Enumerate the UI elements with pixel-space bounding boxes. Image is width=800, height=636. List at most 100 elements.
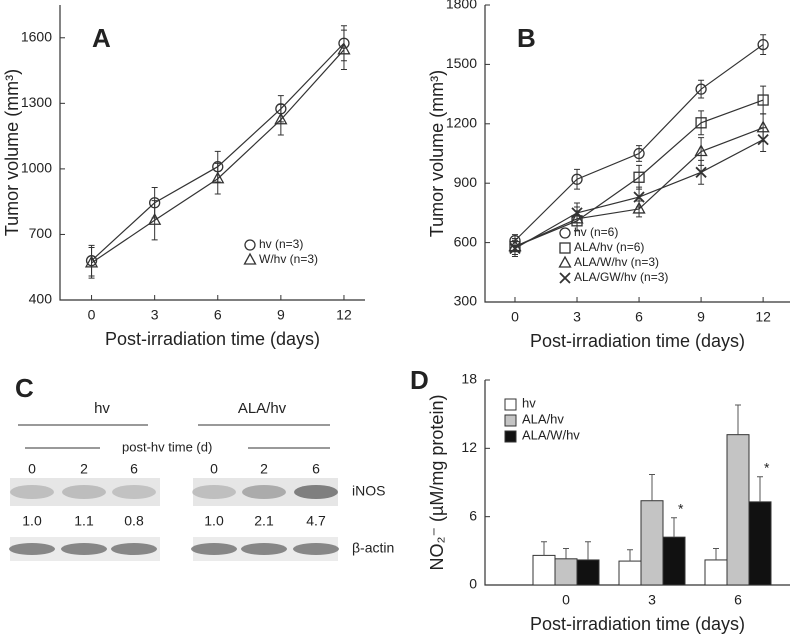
- y-tick-label: 900: [454, 174, 478, 190]
- legend-swatch: [504, 398, 517, 411]
- bar: [704, 559, 728, 586]
- group-label: hv: [94, 400, 110, 417]
- legend-label: ALA/hv (n=6): [574, 240, 644, 254]
- x-tick-label: 0: [88, 307, 96, 323]
- y-tick-label: 300: [454, 293, 478, 309]
- legend-marker: [558, 255, 572, 268]
- x-tick-label: 6: [635, 309, 643, 325]
- bar: [554, 558, 578, 586]
- legend-swatch: [504, 430, 517, 443]
- band-ratio: 0.8: [124, 513, 144, 529]
- x-tick-label: 3: [151, 307, 159, 323]
- marker: [148, 212, 162, 225]
- panel-label: A: [92, 23, 111, 53]
- bar: [662, 536, 686, 586]
- marker: [632, 201, 646, 214]
- inos-band: [10, 485, 54, 499]
- legend-marker: [559, 227, 571, 239]
- error-bar: [735, 404, 741, 435]
- legend-label: ALA/W/hv: [522, 427, 580, 442]
- x-tick-label: 0: [562, 592, 570, 608]
- marker: [633, 191, 645, 203]
- lane-label: 0: [28, 461, 36, 477]
- y-axis-label: Tumor volume (mm³): [2, 69, 22, 236]
- y-tick-label: 1000: [21, 160, 52, 176]
- marker: [84, 255, 99, 268]
- lane-label: 2: [80, 461, 88, 477]
- bar: [726, 434, 750, 586]
- legend-label: hv (n=3): [259, 237, 303, 251]
- marker: [633, 171, 645, 183]
- x-tick-label: 6: [214, 307, 222, 323]
- lane-label: 6: [130, 461, 138, 477]
- bar: [576, 559, 600, 586]
- inos-band: [242, 485, 286, 499]
- error-bar: [713, 548, 719, 560]
- bar: [532, 554, 556, 586]
- actin-band: [9, 543, 55, 555]
- y-tick-label: 700: [29, 225, 53, 241]
- bar: [618, 560, 642, 586]
- time-label: post-hv time (d): [122, 439, 212, 454]
- actin-band: [61, 543, 107, 555]
- x-axis-label: Post-irradiation time (days): [530, 331, 745, 351]
- marker: [571, 207, 583, 219]
- y-tick-label: 6: [469, 507, 477, 523]
- blot-bg: [10, 478, 160, 506]
- marker: [571, 173, 583, 185]
- error-bar: [585, 541, 591, 560]
- band-ratio: 1.1: [74, 513, 94, 529]
- legend-label: hv: [522, 395, 536, 410]
- x-tick-label: 9: [277, 307, 285, 323]
- error-bar: [757, 476, 763, 502]
- error-bar: [627, 549, 633, 562]
- marker: [211, 171, 225, 184]
- legend-label: ALA/hv: [522, 411, 564, 426]
- bar: [748, 501, 772, 586]
- legend-label: hv (n=6): [574, 225, 618, 239]
- x-tick-label: 12: [755, 309, 771, 325]
- error-bar: [636, 164, 643, 190]
- y-axis-label: NO₂⁻ (µM/mg protein): [427, 395, 447, 571]
- error-bar: [340, 29, 347, 70]
- y-tick-label: 600: [454, 233, 478, 249]
- y-axis-label: Tumor volume (mm³): [427, 70, 447, 237]
- marker: [695, 117, 707, 129]
- actin-band: [191, 543, 237, 555]
- y-tick-label: 18: [461, 371, 477, 387]
- y-tick-label: 1800: [446, 0, 477, 12]
- actin-band: [293, 543, 339, 555]
- error-bar: [698, 79, 705, 99]
- y-tick-label: 12: [461, 439, 477, 455]
- y-tick-label: 1600: [21, 28, 52, 44]
- y-tick-label: 400: [29, 291, 53, 307]
- error-bar: [214, 162, 221, 195]
- legend-marker: [559, 272, 571, 284]
- actin-band: [111, 543, 157, 555]
- annotation: *: [764, 460, 770, 476]
- legend-label: ALA/W/hv (n=3): [574, 255, 659, 269]
- x-axis-label: Post-irradiation time (days): [105, 329, 320, 349]
- actin-band: [241, 543, 287, 555]
- error-bar: [649, 474, 655, 501]
- legend-marker: [243, 252, 257, 265]
- band-ratio: 2.1: [254, 513, 274, 529]
- band-ratio: 1.0: [204, 513, 224, 529]
- lane-label: 2: [260, 461, 268, 477]
- panel-label: D: [410, 365, 429, 395]
- error-bar: [151, 200, 158, 241]
- band-ratio: 1.0: [22, 513, 42, 529]
- error-bar: [541, 541, 547, 556]
- inos-band: [62, 485, 106, 499]
- legend-label: ALA/GW/hv (n=3): [574, 270, 668, 284]
- y-tick-label: 1500: [446, 55, 477, 71]
- panel-label: C: [15, 373, 34, 403]
- legend-marker: [559, 242, 571, 254]
- x-tick-label: 6: [734, 592, 742, 608]
- error-bar: [563, 548, 569, 559]
- x-tick-label: 9: [697, 309, 705, 325]
- annotation: *: [678, 501, 684, 517]
- marker: [757, 134, 769, 146]
- lane-label: 0: [210, 461, 218, 477]
